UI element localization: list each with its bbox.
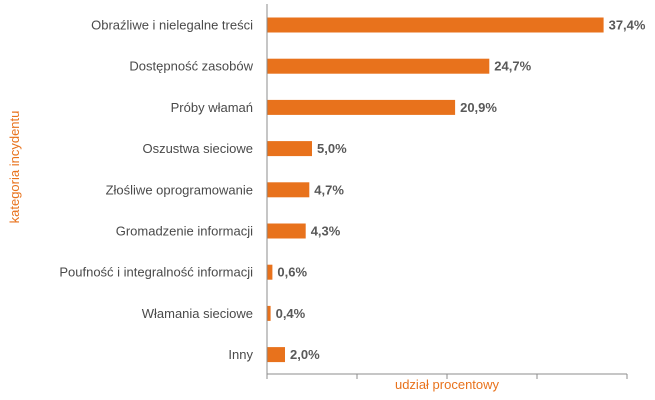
bar <box>267 17 604 33</box>
category-label: Inny <box>228 347 253 362</box>
value-label: 0,4% <box>276 306 306 321</box>
value-label: 5,0% <box>317 141 347 156</box>
bar <box>267 99 456 115</box>
category-label: Gromadzenie informacji <box>116 224 253 239</box>
bar <box>267 141 312 157</box>
category-label: Dostępność zasobów <box>129 59 253 74</box>
category-label: Poufność i integralność informacji <box>59 265 253 280</box>
category-label: Obraźliwe i nielegalne treści <box>91 18 253 33</box>
value-label: 37,4% <box>609 18 646 33</box>
bar <box>267 264 273 280</box>
bar <box>267 305 271 321</box>
bar <box>267 223 306 239</box>
bar <box>267 58 490 74</box>
x-axis-title: udział procentowy <box>395 377 500 392</box>
value-label: 20,9% <box>460 100 497 115</box>
y-axis-title: kategoria incydentu <box>7 111 22 224</box>
value-label: 0,6% <box>277 265 307 280</box>
category-label: Złośliwe oprogramowanie <box>106 182 253 197</box>
category-label: Włamania sieciowe <box>142 306 253 321</box>
bar <box>267 182 310 198</box>
value-label: 24,7% <box>494 59 531 74</box>
category-label: Oszustwa sieciowe <box>142 141 253 156</box>
bar <box>267 347 285 363</box>
value-label: 2,0% <box>290 347 320 362</box>
bars-layer: Obraźliwe i nielegalne treści 37,4% Dostęp… <box>59 17 646 363</box>
value-label: 4,7% <box>314 182 344 197</box>
value-label: 4,3% <box>311 224 341 239</box>
axis-layer <box>266 4 628 379</box>
category-label: Próby włamań <box>171 100 253 115</box>
